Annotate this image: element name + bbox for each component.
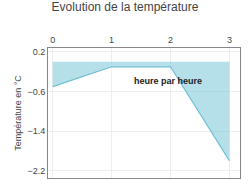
svg-text:2: 2 <box>168 35 173 45</box>
svg-text:3: 3 <box>227 35 232 45</box>
svg-text:0: 0 <box>50 35 55 45</box>
svg-text:1: 1 <box>109 35 114 45</box>
svg-text:Température en °C: Température en °C <box>13 75 23 151</box>
svg-text:−1.4: −1.4 <box>27 126 45 136</box>
svg-text:−2.2: −2.2 <box>27 166 45 176</box>
svg-text:heure par heure: heure par heure <box>134 76 202 86</box>
svg-text:0.2: 0.2 <box>33 47 46 57</box>
svg-text:−0.6: −0.6 <box>27 87 45 97</box>
svg-text:Evolution de la température: Evolution de la température <box>52 0 199 14</box>
